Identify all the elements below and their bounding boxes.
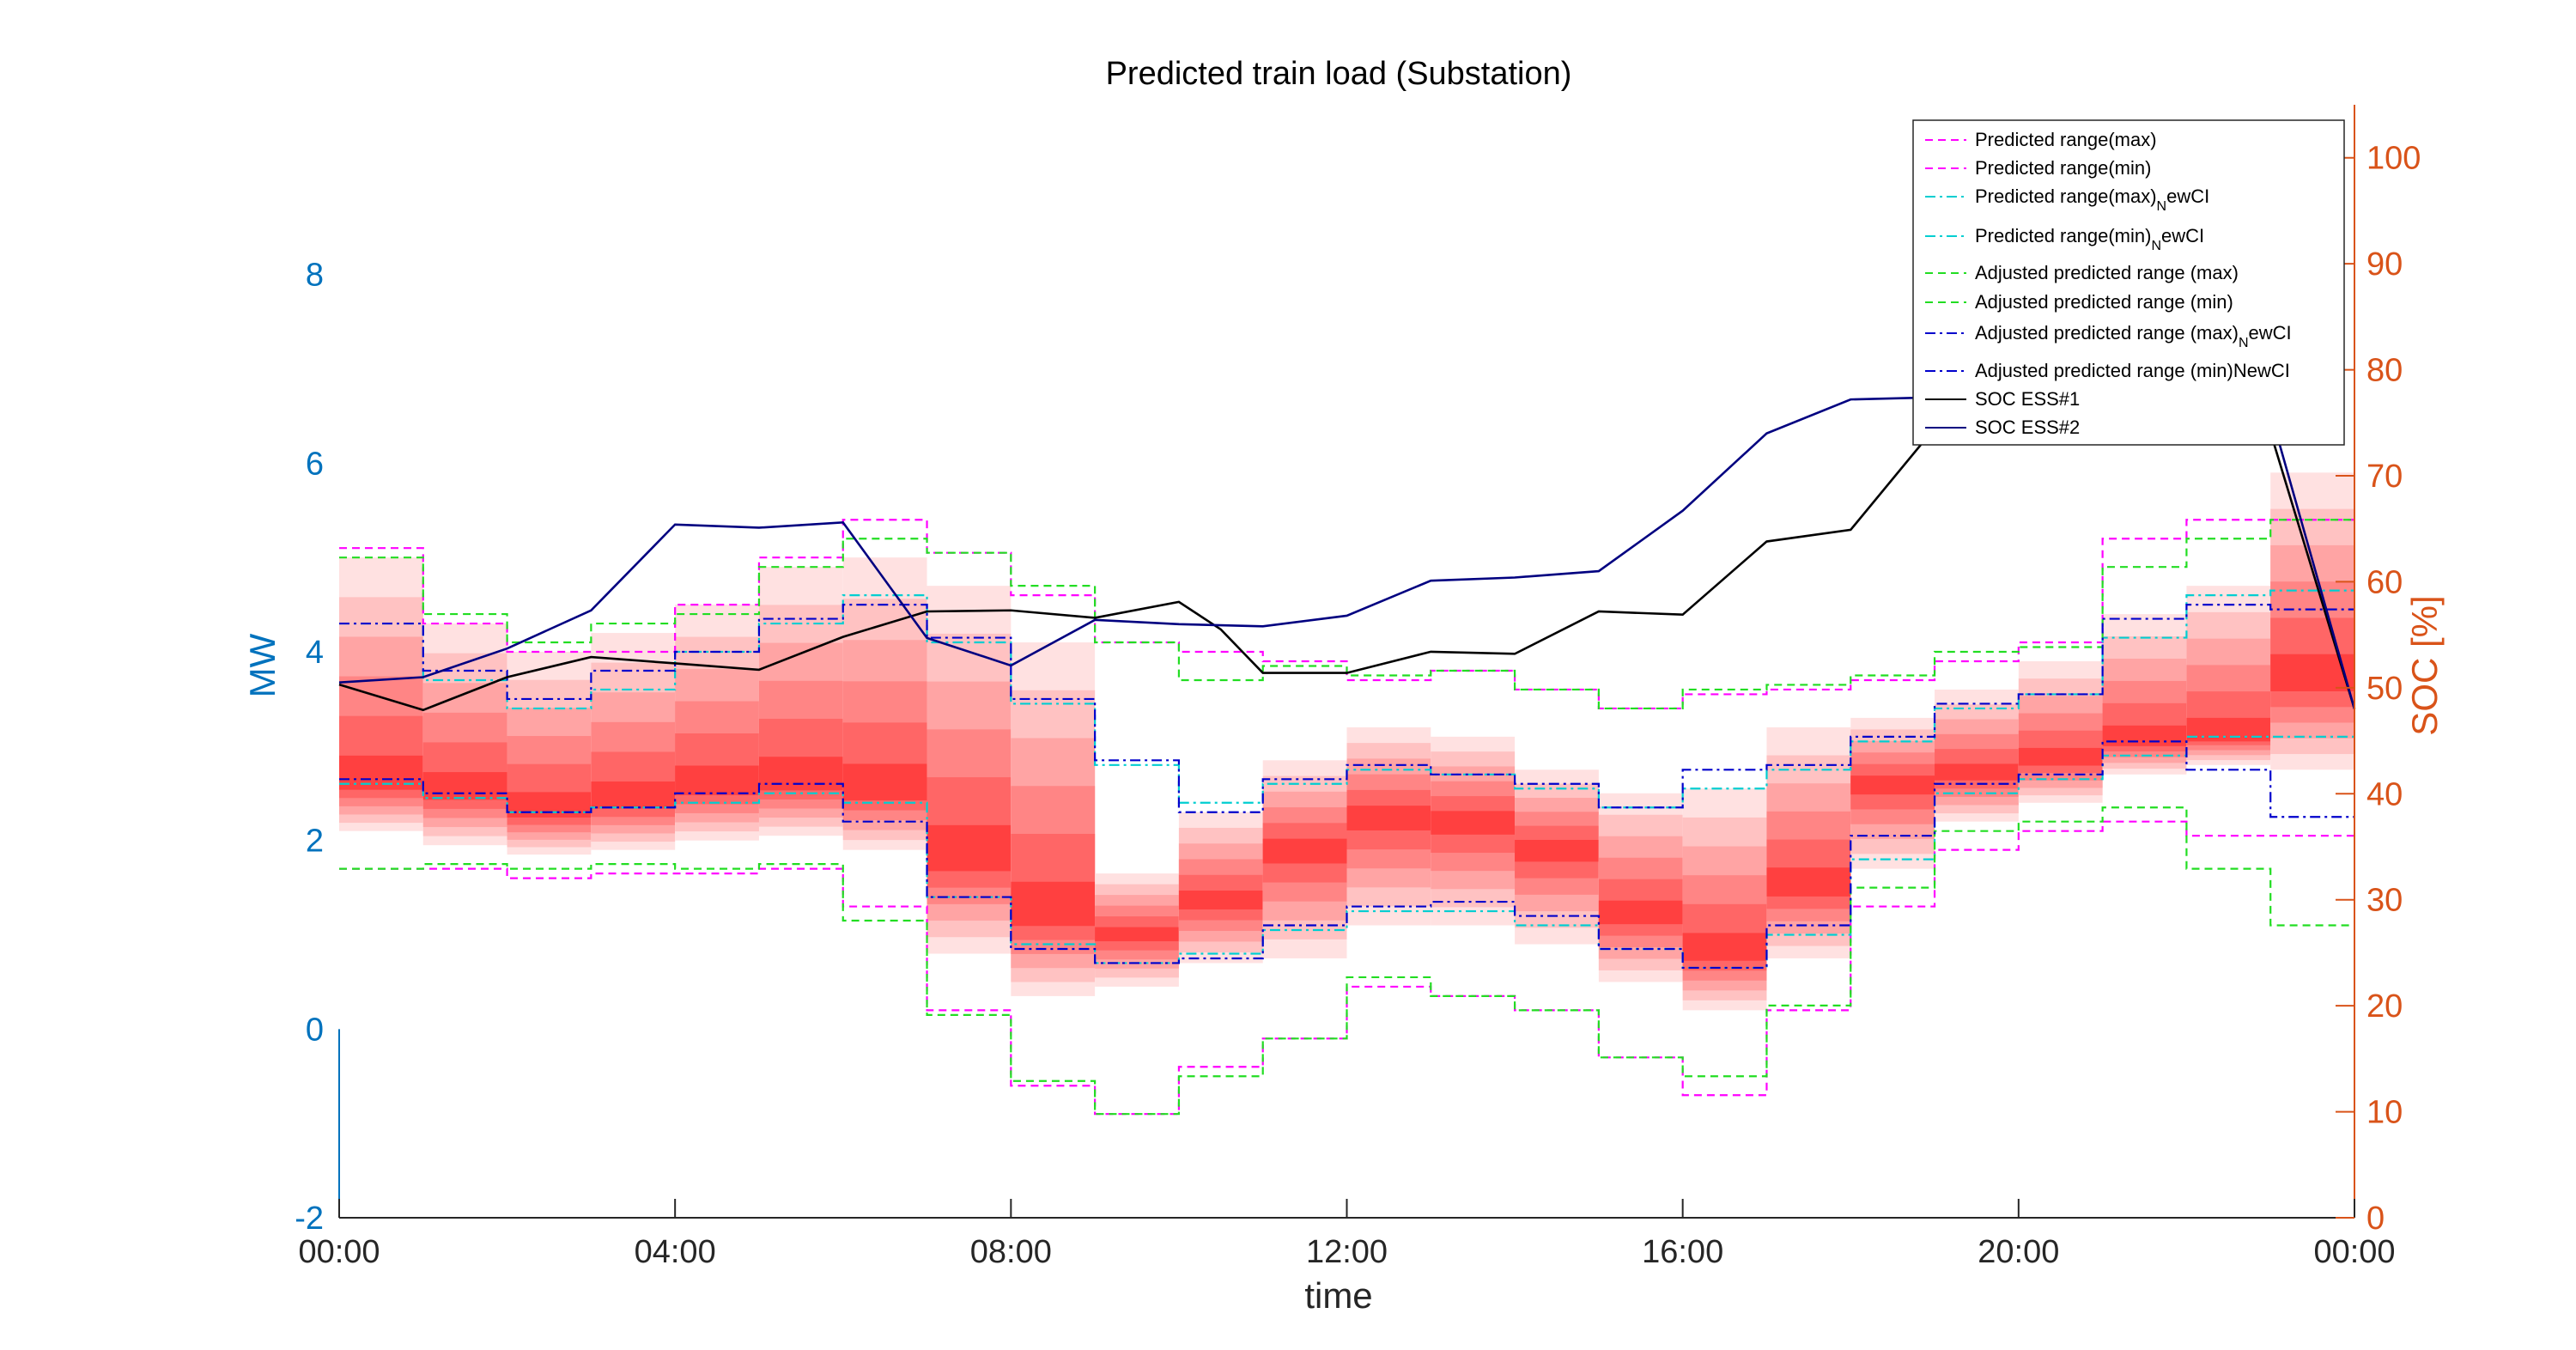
confidence-band-layer <box>1515 839 1599 862</box>
confidence-band-layer <box>758 757 843 791</box>
left-y-tick-label: 2 <box>306 824 324 860</box>
legend-label: Predicted range(min) <box>1975 157 2151 179</box>
right-y-tick-label: 70 <box>2366 459 2403 495</box>
right-y-tick-label: 60 <box>2366 564 2403 600</box>
confidence-band-layer <box>1178 891 1263 909</box>
x-tick-label: 12:00 <box>1306 1234 1388 1270</box>
confidence-band-layer <box>1850 775 1935 795</box>
legend-label: Predicted range(max) <box>1975 129 2157 150</box>
left-y-tick-label: 8 <box>306 258 324 294</box>
x-tick-label: 04:00 <box>635 1234 716 1270</box>
range-series-line <box>339 604 2354 813</box>
confidence-band-layer <box>1766 867 1851 897</box>
right-y-tick-label: 30 <box>2366 883 2403 919</box>
range-series-line <box>339 820 2354 1116</box>
confidence-band-layer <box>422 772 507 800</box>
right-y-tick-label: 90 <box>2366 246 2403 283</box>
confidence-band-layer <box>1346 806 1431 831</box>
confidence-band-layer <box>1431 811 1516 835</box>
x-tick-label: 20:00 <box>1978 1234 2059 1270</box>
right-y-tick-label: 50 <box>2366 671 2403 707</box>
confidence-band-layer <box>1682 933 1767 961</box>
confidence-band-layer <box>1262 838 1347 864</box>
right-y-axis-label: SOC [%] <box>2404 595 2445 735</box>
legend: Predicted range(max) Predicted range(min)… <box>1912 119 2345 446</box>
right-y-tick-label: 40 <box>2366 776 2403 812</box>
legend-label-subscript: N <box>2151 239 2161 253</box>
legend-label: Adjusted predicted range (min)NewCI <box>1975 360 2290 381</box>
left-y-axis-label: MW <box>242 633 283 697</box>
legend-label-subscript: N <box>2157 199 2167 214</box>
range-lines <box>339 519 2354 1116</box>
confidence-band-layer <box>1935 763 2019 781</box>
confidence-band-layer <box>675 765 759 795</box>
legend-label: Adjusted predicted range (min) <box>1975 291 2233 313</box>
right-y-tick-label: 80 <box>2366 353 2403 389</box>
confidence-bands <box>339 472 2354 1011</box>
confidence-band-layer <box>842 763 927 800</box>
right-y-tick-label: 0 <box>2366 1201 2385 1237</box>
legend-label-rest: ewCI <box>2161 225 2204 246</box>
confidence-band-layer <box>2018 747 2103 766</box>
chart-title: Predicted train load (Substation) <box>1106 56 1572 92</box>
confidence-band-layer <box>591 781 676 809</box>
right-y-ticks: 0 10 20 30 40 50 60 70 80 90 100 <box>2336 141 2421 1237</box>
left-y-ticks: -2 0 2 4 6 8 <box>295 258 324 1237</box>
right-y-tick-label: 20 <box>2366 988 2403 1025</box>
x-tick-label: 00:00 <box>298 1234 380 1270</box>
confidence-band-layer <box>927 824 1012 872</box>
left-y-tick-label: -2 <box>295 1201 324 1237</box>
range-series-line <box>339 740 2354 970</box>
right-y-tick-label: 100 <box>2366 141 2421 177</box>
confidence-band-layer <box>1011 881 1096 927</box>
range-series-line <box>339 806 2354 1116</box>
legend-label: Adjusted predicted range (max) <box>1975 262 2239 283</box>
x-ticks: 00:00 04:00 08:00 12:00 16:00 20:00 00:00 <box>298 1199 2396 1270</box>
confidence-band-layer <box>1095 927 1179 942</box>
legend-label-subscript: N <box>2239 336 2249 350</box>
left-y-tick-label: 6 <box>306 446 324 482</box>
confidence-band-layer <box>2102 725 2187 746</box>
confidence-band-layer <box>507 792 592 818</box>
x-tick-label: 00:00 <box>2313 1234 2395 1270</box>
legend-label: SOC ESS#2 <box>1975 417 2080 438</box>
confidence-band-layer <box>1598 900 1683 925</box>
right-y-tick-label: 10 <box>2366 1095 2403 1131</box>
range-series-line <box>339 519 2354 710</box>
legend-box <box>1912 119 2345 446</box>
x-tick-label: 08:00 <box>970 1234 1052 1270</box>
left-y-tick-label: 4 <box>306 635 324 671</box>
confidence-band-layer <box>2186 717 2271 742</box>
legend-label: SOC ESS#1 <box>1975 388 2080 410</box>
legend-label-rest: ewCI <box>2249 322 2292 344</box>
legend-label-rest: ewCI <box>2166 185 2209 207</box>
x-axis-label: time <box>1304 1275 1372 1316</box>
x-tick-label: 16:00 <box>1642 1234 1723 1270</box>
confidence-band-layer <box>2270 654 2354 692</box>
range-series-line <box>339 735 2354 970</box>
left-y-tick-label: 0 <box>306 1012 324 1048</box>
